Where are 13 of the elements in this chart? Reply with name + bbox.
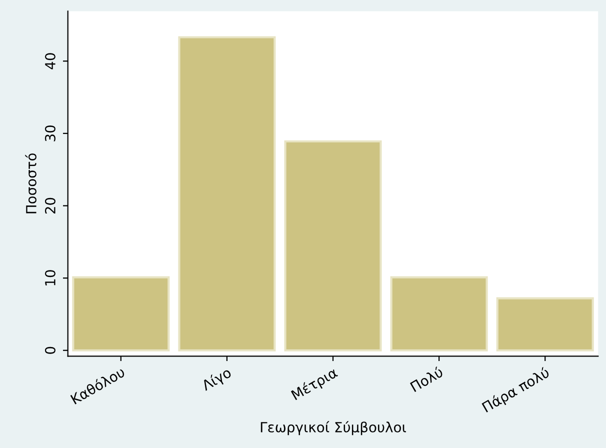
x-tick-label: Λίγο [200,366,234,394]
y-tick-label: 10 [44,270,56,286]
y-axis-title: Ποσοστό [25,153,36,214]
bar [390,276,488,352]
bar [284,140,382,352]
y-tick-label: 30 [44,126,56,142]
bar [72,276,170,352]
y-tick-label: 40 [44,53,56,70]
bar [178,36,276,352]
bar [496,297,594,352]
y-tick-label: 0 [44,346,56,354]
y-tick-label: 20 [44,198,56,214]
x-axis-title: Γεωργικοί Σύμβουλοι [260,421,406,436]
